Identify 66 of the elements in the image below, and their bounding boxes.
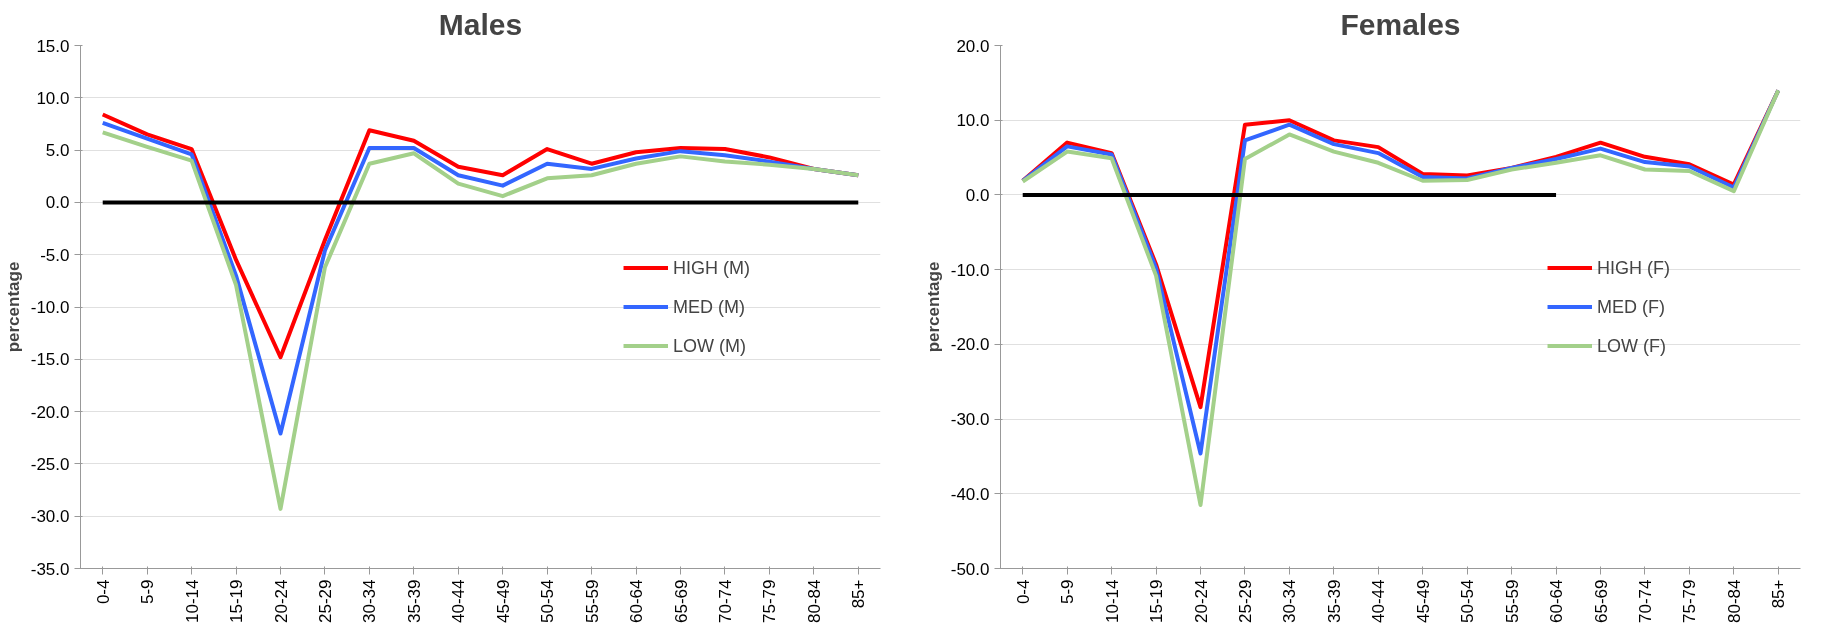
x-tick-label: 45-49 bbox=[493, 579, 513, 623]
x-tick-label: 0-4 bbox=[1013, 579, 1033, 605]
y-tick-label: -15.0 bbox=[30, 350, 70, 370]
y-axis-title: percentage bbox=[3, 261, 23, 353]
y-tick-label: -35.0 bbox=[30, 559, 70, 579]
legend-label: LOW (F) bbox=[1597, 335, 1667, 356]
x-tick-label: 80-84 bbox=[1724, 579, 1744, 623]
legend-label: HIGH (F) bbox=[1597, 257, 1670, 278]
y-tick-label: -25.0 bbox=[30, 454, 70, 474]
y-tick-label: -10.0 bbox=[30, 298, 70, 317]
x-tick-label: 65-69 bbox=[671, 579, 691, 623]
chart-title: Females bbox=[1340, 7, 1461, 41]
x-tick-label: 45-49 bbox=[1413, 579, 1433, 623]
x-tick-label: 75-79 bbox=[760, 579, 780, 623]
y-tick-label: 10.0 bbox=[36, 88, 70, 108]
x-tick-label: 55-59 bbox=[582, 579, 602, 623]
x-tick-label: 80-84 bbox=[804, 579, 824, 623]
y-tick-label: -30.0 bbox=[30, 507, 70, 527]
x-tick-label: 70-74 bbox=[1635, 579, 1655, 623]
y-tick-label: 20.0 bbox=[956, 36, 990, 56]
y-tick-label: 0.0 bbox=[965, 185, 990, 205]
y-tick-label: -5.0 bbox=[40, 245, 70, 265]
legend-label: MED (F) bbox=[1597, 296, 1665, 317]
x-tick-label: 0-4 bbox=[93, 579, 113, 605]
x-tick-label: 20-24 bbox=[1191, 579, 1211, 623]
chart-title: Males bbox=[438, 7, 523, 41]
legend-label: LOW (M) bbox=[673, 335, 746, 356]
x-tick-label: 15-19 bbox=[227, 579, 247, 623]
x-tick-label: 25-29 bbox=[315, 579, 335, 623]
x-tick-label: 30-34 bbox=[360, 579, 380, 623]
x-tick-label: 35-39 bbox=[404, 579, 424, 623]
x-tick-label: 40-44 bbox=[449, 579, 469, 623]
y-tick-label: -30.0 bbox=[950, 410, 990, 430]
x-tick-label: 85+ bbox=[849, 579, 869, 609]
y-tick-label: 0.0 bbox=[45, 193, 70, 213]
y-tick-label: 10.0 bbox=[956, 111, 990, 131]
x-tick-label: 85+ bbox=[1769, 579, 1789, 609]
y-tick-label: -20.0 bbox=[30, 402, 70, 422]
y-tick-label: -20.0 bbox=[950, 335, 990, 355]
y-tick-label: -40.0 bbox=[950, 484, 990, 504]
x-tick-label: 20-24 bbox=[271, 579, 291, 623]
x-tick-label: 10-14 bbox=[182, 579, 202, 623]
x-tick-label: 40-44 bbox=[1369, 579, 1389, 623]
x-tick-label: 25-29 bbox=[1235, 579, 1255, 623]
x-tick-label: 15-19 bbox=[1147, 579, 1167, 623]
x-tick-label: 50-54 bbox=[538, 579, 558, 623]
y-axis-title: percentage bbox=[923, 261, 943, 353]
legend-label: HIGH (M) bbox=[673, 257, 750, 278]
y-tick-label: -50.0 bbox=[950, 559, 990, 579]
y-tick-label: 5.0 bbox=[45, 141, 70, 161]
x-tick-label: 75-79 bbox=[1680, 579, 1700, 623]
legend-label: MED (M) bbox=[673, 296, 745, 317]
x-tick-label: 55-59 bbox=[1502, 579, 1522, 623]
x-tick-label: 35-39 bbox=[1324, 579, 1344, 623]
x-tick-label: 5-9 bbox=[1058, 579, 1078, 605]
x-tick-label: 60-64 bbox=[627, 579, 647, 623]
x-tick-label: 5-9 bbox=[138, 579, 158, 605]
line-series bbox=[100, 130, 861, 511]
x-tick-label: 50-54 bbox=[1458, 579, 1478, 623]
y-tick-label: -10.0 bbox=[950, 260, 990, 280]
x-tick-label: 30-34 bbox=[1280, 579, 1300, 623]
x-tick-label: 60-64 bbox=[1547, 579, 1567, 623]
x-tick-label: 70-74 bbox=[715, 579, 735, 623]
x-tick-label: 10-14 bbox=[1102, 579, 1122, 623]
y-tick-label: 15.0 bbox=[36, 36, 70, 56]
x-tick-label: 65-69 bbox=[1591, 579, 1611, 623]
